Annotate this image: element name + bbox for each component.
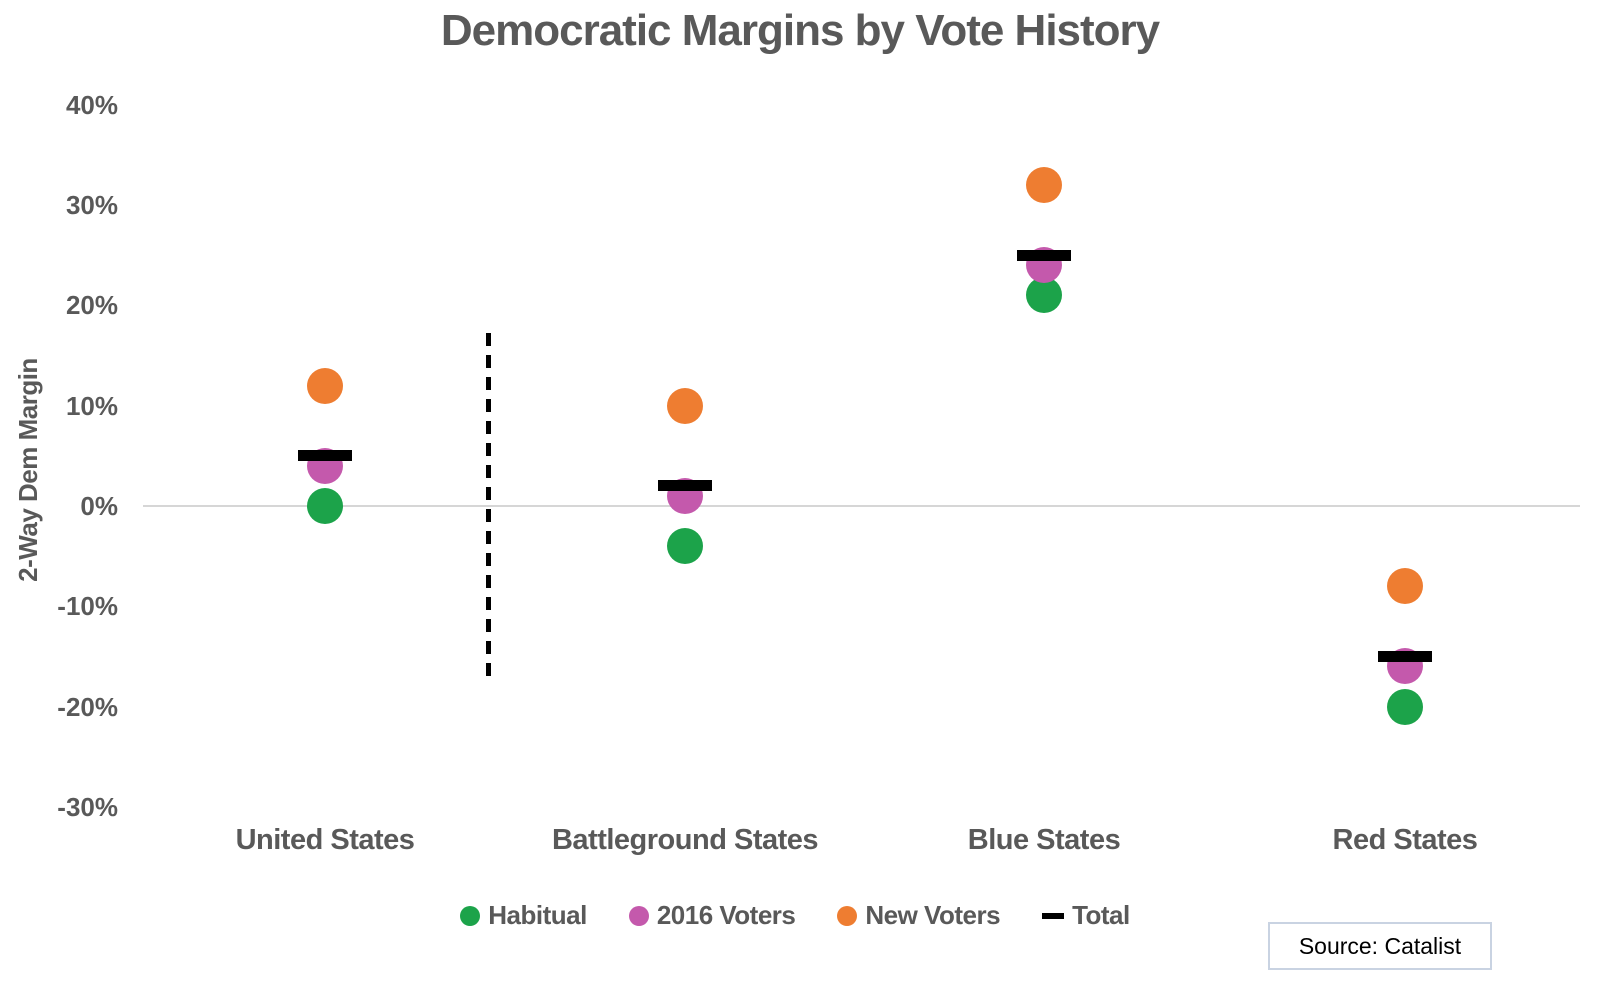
zero-gridline xyxy=(143,505,1580,507)
data-point-habitual-red-states xyxy=(1387,688,1423,725)
data-point-total-united-states xyxy=(298,450,352,462)
category-label-blue-states: Blue States xyxy=(967,824,1121,856)
data-point-new-voters-red-states xyxy=(1387,568,1423,605)
y-tick-label: 20% xyxy=(65,290,118,321)
data-point-total-red-states xyxy=(1378,650,1432,662)
legend: Habitual 2016 Voters New Voters Total xyxy=(0,900,1600,931)
data-point-new-voters-united-states xyxy=(307,367,343,404)
y-tick-label: -30% xyxy=(57,791,118,822)
y-tick-label: 40% xyxy=(65,89,118,120)
legend-item-2016-voters: 2016 Voters xyxy=(628,900,796,931)
chart-title: Democratic Margins by Vote History xyxy=(440,6,1160,55)
data-point-total-blue-states xyxy=(1017,249,1071,261)
legend-marker-icon xyxy=(460,905,481,926)
legend-label: Habitual xyxy=(488,900,587,930)
category-label-battleground-states: Battleground States xyxy=(551,824,819,856)
data-point-habitual-blue-states xyxy=(1026,277,1062,314)
y-tick-label: -10% xyxy=(57,591,118,622)
legend-item-total: Total xyxy=(1042,900,1130,931)
y-tick-label: 10% xyxy=(65,390,118,421)
y-axis-title: 2-Way Dem Margin xyxy=(13,358,43,582)
category-label-red-states: Red States xyxy=(1332,824,1478,856)
data-point-habitual-united-states xyxy=(307,488,343,524)
y-tick-label: -20% xyxy=(57,691,118,722)
legend-item-habitual: Habitual xyxy=(460,900,587,931)
legend-label: 2016 Voters xyxy=(656,900,796,930)
legend-marker-icon xyxy=(628,905,649,926)
source-box: Source: Catalist xyxy=(1268,922,1492,970)
legend-marker-icon xyxy=(837,905,858,926)
legend-item-new-voters: New Voters xyxy=(837,900,1001,931)
category-label-united-states: United States xyxy=(235,824,415,856)
data-point-new-voters-battleground-states xyxy=(667,387,703,424)
source-label: Source: Catalist xyxy=(1298,932,1462,959)
legend-label: Total xyxy=(1072,900,1130,930)
y-tick-label: 30% xyxy=(65,190,118,221)
data-point-total-battleground-states xyxy=(658,480,712,492)
data-point-habitual-battleground-states xyxy=(667,528,703,565)
battleground-divider-dashed-line xyxy=(486,333,491,681)
legend-marker-icon xyxy=(1042,912,1065,919)
data-point-new-voters-blue-states xyxy=(1026,167,1062,204)
y-tick-label: 0% xyxy=(80,491,118,521)
legend-label: New Voters xyxy=(865,900,1001,930)
